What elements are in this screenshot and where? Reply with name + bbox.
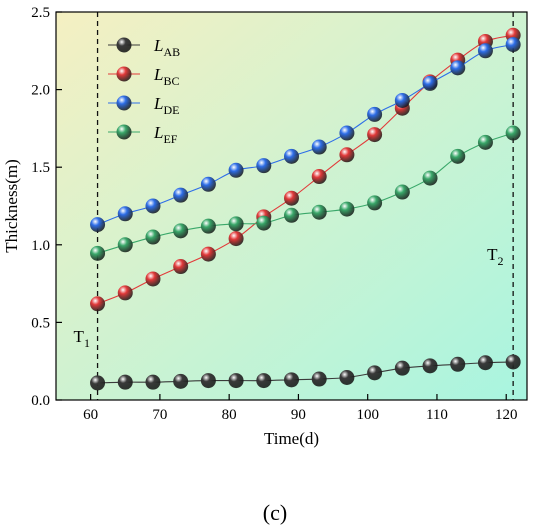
data-point-ef xyxy=(228,216,244,232)
data-point-ef xyxy=(256,215,272,231)
data-point-bc xyxy=(117,285,133,301)
x-tick-label: 110 xyxy=(426,407,448,423)
data-point-bc xyxy=(90,296,106,312)
data-point-de xyxy=(394,92,410,108)
legend-marker-ab xyxy=(116,37,132,53)
plot-area xyxy=(56,12,527,400)
data-point-de xyxy=(228,162,244,178)
data-point-ab xyxy=(284,372,299,388)
data-point-ef xyxy=(367,195,383,211)
data-point-de xyxy=(256,158,272,174)
data-point-ab xyxy=(339,369,355,385)
y-tick-label: 1.5 xyxy=(31,160,50,176)
y-tick-label: 2.0 xyxy=(31,83,50,99)
data-point-ef xyxy=(394,184,410,200)
data-point-ef xyxy=(200,218,216,234)
data-point-ab xyxy=(367,365,383,381)
y-tick-label: 0.5 xyxy=(31,315,50,331)
data-point-ab xyxy=(450,356,466,372)
series-line-de xyxy=(97,44,514,226)
data-point-bc xyxy=(339,147,355,163)
data-point-ab xyxy=(422,358,438,374)
data-point-ab xyxy=(117,374,133,390)
data-point-de xyxy=(422,75,438,91)
axis-ticks: 60 70 80 90 100 110 120 0.0 0.5 1.0 1.5 2.0 2.5 xyxy=(31,5,517,423)
data-point-de xyxy=(450,60,466,76)
data-point-ef xyxy=(477,134,493,150)
data-point-de xyxy=(117,206,133,222)
data-point-de xyxy=(284,148,299,164)
x-tick-label: 80 xyxy=(222,407,237,423)
data-point-ab xyxy=(200,373,216,389)
data-point-ab xyxy=(394,360,410,376)
data-point-bc xyxy=(228,231,244,247)
data-point-de xyxy=(173,187,189,203)
data-point-ef xyxy=(505,125,521,141)
data-point-ab xyxy=(145,374,161,390)
data-point-ef xyxy=(117,237,133,253)
data-point-ab xyxy=(90,375,106,391)
x-tick-label: 100 xyxy=(356,407,379,423)
legend-marker-ef xyxy=(116,124,132,140)
panel-label: (c) xyxy=(263,500,287,525)
data-point-ab xyxy=(505,354,521,370)
series-line-ab xyxy=(97,361,514,384)
data-point-bc xyxy=(200,246,216,262)
data-point-ef xyxy=(422,170,438,186)
data-point-ab xyxy=(228,373,244,389)
data-point-de xyxy=(367,106,383,122)
series-group xyxy=(90,27,521,391)
data-point-bc xyxy=(311,169,327,185)
x-tick-label: 90 xyxy=(291,407,306,423)
legend-marker-de xyxy=(116,95,132,111)
data-point-ab xyxy=(173,373,189,389)
y-axis-title: Thickness(m) xyxy=(2,159,21,252)
y-tick-label: 2.5 xyxy=(31,5,50,21)
data-point-ef xyxy=(311,204,327,220)
data-point-bc xyxy=(367,127,383,143)
data-point-ef xyxy=(284,207,299,223)
plot-frame xyxy=(55,11,528,401)
data-point-de xyxy=(339,125,355,141)
x-axis-title: Time(d) xyxy=(264,429,319,448)
legend-marker-bc xyxy=(116,66,132,82)
data-point-ef xyxy=(339,201,355,217)
data-point-de xyxy=(505,37,521,53)
data-point-ef xyxy=(173,223,189,239)
data-point-ab xyxy=(256,373,272,389)
data-point-ab xyxy=(311,371,327,387)
data-point-de xyxy=(145,198,161,214)
data-point-bc xyxy=(145,271,161,287)
series-line-bc xyxy=(97,34,514,305)
data-point-de xyxy=(311,139,327,155)
data-point-ef xyxy=(145,229,161,245)
y-tick-label: 1.0 xyxy=(31,238,50,254)
series-line-ef xyxy=(97,132,514,254)
data-point-de xyxy=(477,43,493,59)
x-tick-label: 120 xyxy=(495,407,518,423)
y-tick-label: 0.0 xyxy=(31,393,50,409)
x-tick-label: 70 xyxy=(152,407,167,423)
data-point-de xyxy=(200,176,216,192)
data-point-bc xyxy=(284,190,299,206)
data-point-ab xyxy=(477,355,493,371)
data-point-ef xyxy=(90,245,106,261)
data-point-ef xyxy=(450,148,466,164)
data-point-bc xyxy=(173,259,189,275)
data-point-de xyxy=(90,217,106,233)
x-tick-label: 60 xyxy=(83,407,98,423)
